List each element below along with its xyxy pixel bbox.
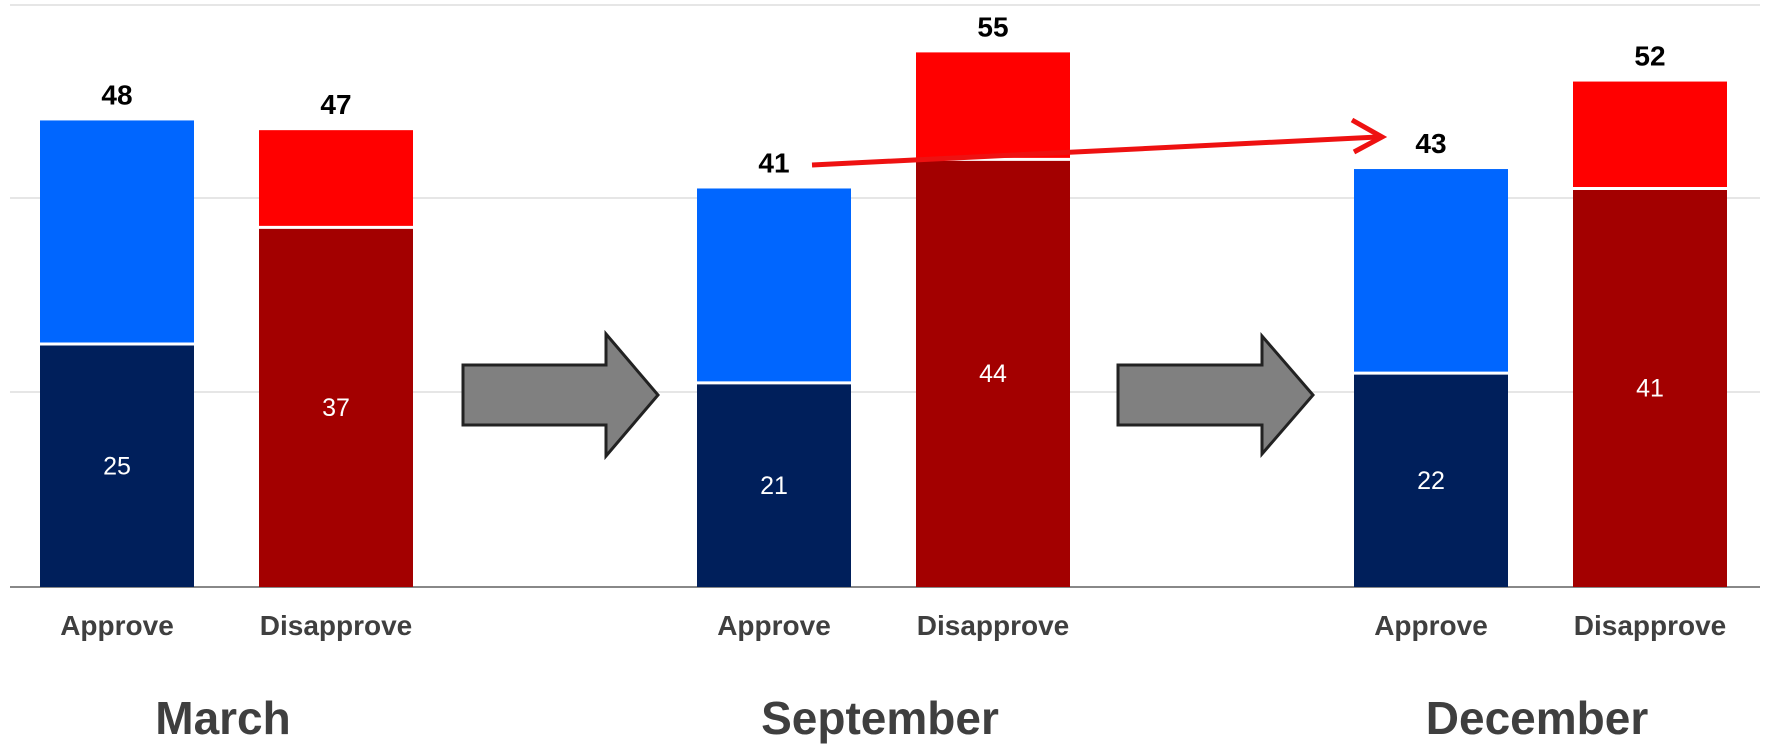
- group-label-march: March: [155, 692, 290, 744]
- total-label-march-disapprove: 47: [320, 89, 351, 120]
- inner-label-march-approve: 25: [103, 453, 131, 481]
- bar-december-disapprove-strong: [1573, 188, 1727, 588]
- inner-label-september-disapprove: 44: [979, 360, 1007, 388]
- bars: [40, 52, 1727, 588]
- labels: 48 25 Approve 47 37 Disapprove 41 21 Approve 55 44…: [60, 11, 1726, 744]
- bar-december-approve-weak: [1354, 169, 1508, 374]
- total-label-september-approve: 41: [758, 147, 789, 178]
- category-label-september-disapprove: Disapprove: [917, 610, 1070, 641]
- bar-september-approve-weak: [697, 188, 851, 383]
- transition-arrow-september-december: [1116, 331, 1315, 459]
- category-label-march-disapprove: Disapprove: [260, 610, 413, 641]
- bar-december-disapprove-weak: [1573, 81, 1727, 189]
- bar-march-disapprove-weak: [259, 130, 413, 228]
- group-label-december: December: [1426, 692, 1649, 744]
- bar-march-approve-weak: [40, 120, 194, 344]
- bar-march-approve-strong: [40, 344, 194, 587]
- inner-label-september-approve: 21: [760, 472, 788, 500]
- total-label-december-disapprove: 52: [1634, 41, 1665, 72]
- category-label-march-approve: Approve: [60, 610, 174, 641]
- inner-label-december-disapprove: 41: [1636, 375, 1664, 403]
- bar-december-approve-strong: [1354, 373, 1508, 587]
- bar-september-disapprove-strong: [916, 159, 1070, 587]
- category-label-december-disapprove: Disapprove: [1574, 610, 1727, 641]
- total-label-march-approve: 48: [101, 79, 132, 110]
- inner-label-march-disapprove: 37: [322, 394, 350, 422]
- bar-september-disapprove-weak: [916, 52, 1070, 160]
- inner-label-december-approve: 22: [1417, 467, 1445, 495]
- transition-arrow-march-september: [461, 329, 660, 461]
- total-label-december-approve: 43: [1415, 128, 1446, 159]
- bar-september-approve-strong: [697, 382, 851, 587]
- total-label-september-disapprove: 55: [977, 11, 1008, 42]
- trend-arrow-line: [811, 134, 1379, 168]
- category-label-september-approve: Approve: [717, 610, 831, 641]
- group-label-september: September: [761, 692, 999, 744]
- transition-arrows: [461, 329, 1315, 461]
- bar-march-disapprove-strong: [259, 227, 413, 588]
- trend-arrow-head: [1350, 117, 1388, 155]
- trend-arrow: [811, 117, 1388, 168]
- category-label-december-approve: Approve: [1374, 610, 1488, 641]
